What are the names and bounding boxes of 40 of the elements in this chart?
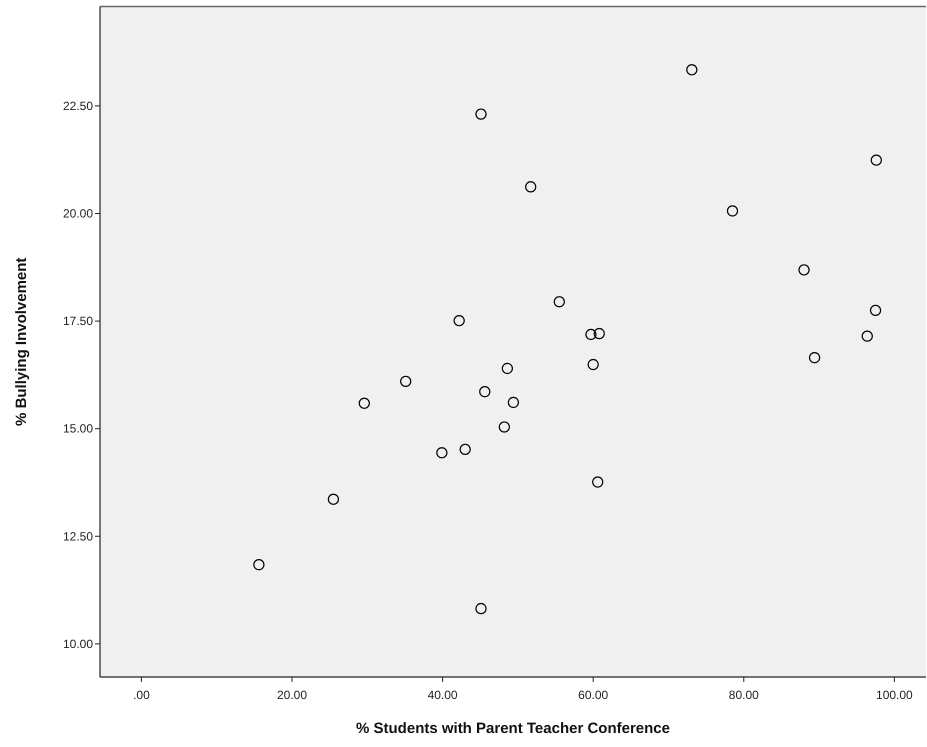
y-tick-label: 12.50	[62, 529, 94, 544]
point	[726, 205, 738, 217]
point	[460, 444, 471, 455]
point	[498, 421, 510, 433]
point	[253, 559, 265, 570]
x-tick-label: 80.00	[728, 688, 760, 702]
y-axis-title: % Bullying Involvement	[13, 258, 30, 426]
point	[502, 362, 513, 374]
x-tick-label: 100.00	[876, 688, 914, 702]
point	[686, 64, 698, 76]
point	[798, 264, 810, 276]
point	[508, 396, 520, 408]
y-tick-label: 20.00	[62, 206, 94, 221]
point	[870, 304, 882, 316]
point	[328, 494, 340, 505]
x-axis-title: % Students with Parent Teacher Conference	[356, 720, 670, 737]
x-tick-label: .00	[133, 688, 150, 702]
point	[808, 352, 820, 364]
point	[525, 181, 536, 192]
x-tick-label: 40.00	[428, 688, 458, 702]
point	[585, 328, 597, 340]
point	[594, 328, 605, 340]
y-tick-label: 22.50	[62, 98, 94, 113]
point	[454, 315, 465, 326]
y-tick-label: 10.00	[62, 636, 94, 651]
y-tick-label: 17.50	[62, 314, 94, 328]
point	[475, 602, 487, 614]
point	[862, 330, 873, 342]
x-tick-label: 60.00	[578, 688, 609, 702]
point	[554, 296, 565, 308]
point	[475, 108, 487, 120]
point	[358, 398, 370, 409]
x-tick-label: 20.00	[276, 688, 308, 702]
point	[479, 386, 490, 398]
point	[436, 447, 448, 458]
point	[592, 476, 604, 488]
y-tick-label: 15.00	[62, 422, 94, 436]
point	[870, 154, 882, 166]
point	[588, 358, 599, 370]
point	[400, 376, 412, 387]
